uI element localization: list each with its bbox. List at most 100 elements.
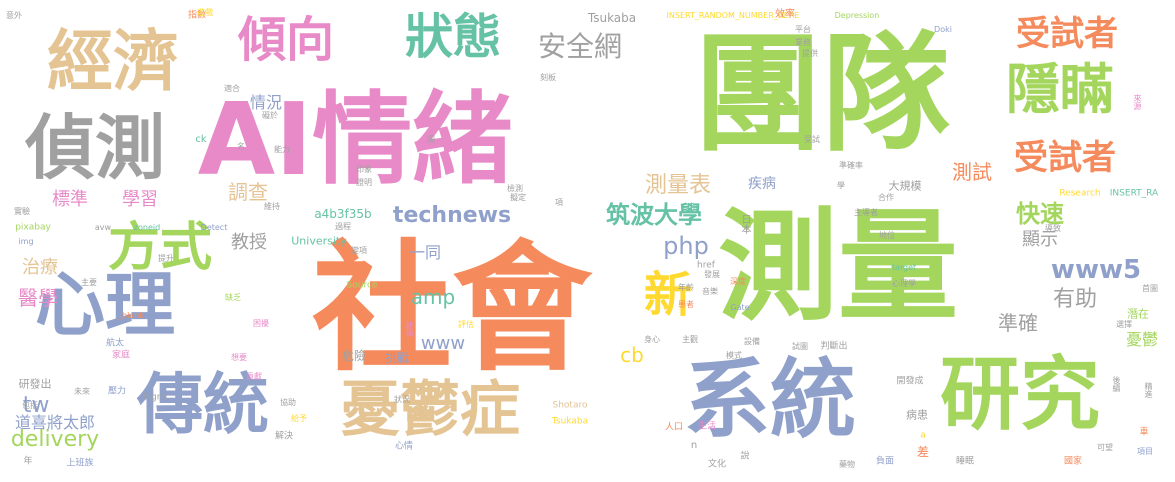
word-want: 想要 <box>231 353 247 362</box>
word-contribute: 貢獻 <box>246 372 262 381</box>
word-develop-into: 開發成 <box>896 376 924 387</box>
word-conceal: 隱瞞 <box>1006 58 1114 121</box>
word-diff: 差 <box>916 445 930 459</box>
word-accurate: 準確 <box>998 311 1038 335</box>
word-shotaro: Shotaro <box>552 400 588 411</box>
word-say: 說 <box>740 451 750 462</box>
word-patient: 病患 <box>906 408 928 422</box>
word-population: 人口 <box>664 422 684 433</box>
word-pixabay: pixabay <box>15 222 51 233</box>
word-life: 生活 <box>697 421 717 432</box>
word-php: php <box>663 232 709 260</box>
word-subject-2: 受試者 <box>1014 138 1116 178</box>
word-display: 顯示 <box>1022 229 1058 250</box>
word-tsukaba-1: Tsukaba <box>587 11 637 25</box>
word-source: Source <box>346 280 378 291</box>
word-gate: Gate <box>730 303 750 312</box>
word-term: 項 <box>555 198 563 207</box>
word-mind-body: 身心 <box>644 335 660 344</box>
word-blank: _blank <box>118 311 144 320</box>
word-delivery: delivery <box>10 427 100 452</box>
word-hash: a4b3f35b <box>314 207 372 221</box>
word-university: University <box>291 234 347 248</box>
word-car: 車 <box>1139 427 1149 438</box>
word-together: 一同 <box>408 243 442 262</box>
word-sleep: 睡眠 <box>955 456 975 467</box>
word-developed: 研發出 <box>18 377 52 391</box>
word-determine: 判斷出 <box>820 341 848 352</box>
word-challenge: 挑戰 <box>384 351 410 365</box>
word-method: 方式 <box>107 218 213 278</box>
word-img: img <box>18 237 34 246</box>
word-state: 狀態 <box>404 9 502 65</box>
word-platform: 平台 <box>795 25 811 34</box>
word-new: 新 <box>643 267 693 323</box>
word-process: 過程 <box>335 222 351 231</box>
word-insert-random: INSERT_RANDOM_NUMBER_HERE <box>666 11 800 20</box>
word-helpful: 有助 <box>1052 287 1098 312</box>
word-cover-image: 首圖 <box>1142 284 1158 293</box>
word-tsukuba-univ: 筑波大學 <box>606 201 702 229</box>
word-index: 指數 <box>187 10 207 21</box>
word-culture: 文化 <box>707 459 727 470</box>
word-due-to: 礙於 <box>262 111 278 120</box>
word-insert-ra: INSERT_RA <box>1109 188 1159 199</box>
word-www: www <box>420 333 466 354</box>
word-assist: 協助 <box>280 398 296 407</box>
word-provide: 提供 <box>802 49 818 58</box>
word-development: 發展 <box>704 270 720 279</box>
word-age: 年齡 <box>678 283 694 292</box>
word-technews: technews <box>392 203 512 228</box>
word-danger: 危險 <box>341 349 367 363</box>
word-japan: 日本 <box>739 214 750 234</box>
word-status: 地位 <box>879 231 895 240</box>
word-learning: 學習 <box>122 189 158 210</box>
word-target: target <box>891 263 917 272</box>
word-subjective: 主觀 <box>682 335 698 344</box>
word-music: 音樂 <box>702 287 718 296</box>
word-standard: 標準 <box>52 189 88 210</box>
word-family: 家庭 <box>111 350 131 361</box>
word-psychology: 心理 <box>35 264 175 346</box>
word-maintain: 維持 <box>264 202 280 211</box>
word-tsukaba-2: Tsukaba <box>551 416 589 427</box>
word-mode: 模式 <box>726 351 742 360</box>
word-measure-scale: 測量表 <box>644 173 712 198</box>
word-lack: 缺乏 <box>225 293 241 302</box>
word-amp: amp <box>410 285 456 309</box>
word-ck: ck <box>195 134 207 145</box>
word-future: 未來 <box>74 387 90 396</box>
word-medicine: 醫學 <box>18 286 58 310</box>
word-tradition: 傳統 <box>137 366 269 443</box>
word-inspection: 檢測 <box>507 184 523 193</box>
word-aerospace: 航太 <box>105 338 125 349</box>
word-follow-up: 後續 <box>1112 376 1121 392</box>
word-n: n <box>690 440 698 451</box>
word-main: 主要 <box>81 278 97 287</box>
word-cb: cb <box>620 343 644 367</box>
word-dokifujitaro: 道喜將太郎 <box>14 413 96 432</box>
word-cooperate: 合作 <box>878 193 894 202</box>
word-refine: 精進 <box>1144 382 1153 398</box>
word-medication: 藥物 <box>839 460 855 469</box>
word-hopefully: 可望 <box>1097 443 1113 452</box>
word-safety-net: 安全網 <box>537 30 623 63</box>
word-patients: 患者 <box>678 300 694 309</box>
word-include: 包括 <box>22 401 38 410</box>
word-source-zh: 來源 <box>1133 94 1142 110</box>
word-attempt: 試圖 <box>792 342 808 351</box>
word-tw: tw <box>22 393 50 418</box>
word-give: 給予 <box>291 414 307 423</box>
word-leader: 主導者 <box>854 208 878 217</box>
word-ai-emotion: AI情緒 <box>197 81 513 198</box>
word-tendency: 傾向 <box>237 12 335 68</box>
word-negative: 負面 <box>875 456 895 467</box>
word-professor: 教授 <box>231 232 267 253</box>
word-href: href <box>697 260 715 271</box>
word-office-worker: 上班族 <box>66 458 94 469</box>
word-research: 研究 <box>940 348 1100 441</box>
word-solve: 解決 <box>274 431 294 442</box>
word-construct: 建構 <box>405 321 414 337</box>
word-item: 項目 <box>1137 447 1153 456</box>
word-improve: 提升 <box>158 254 174 263</box>
